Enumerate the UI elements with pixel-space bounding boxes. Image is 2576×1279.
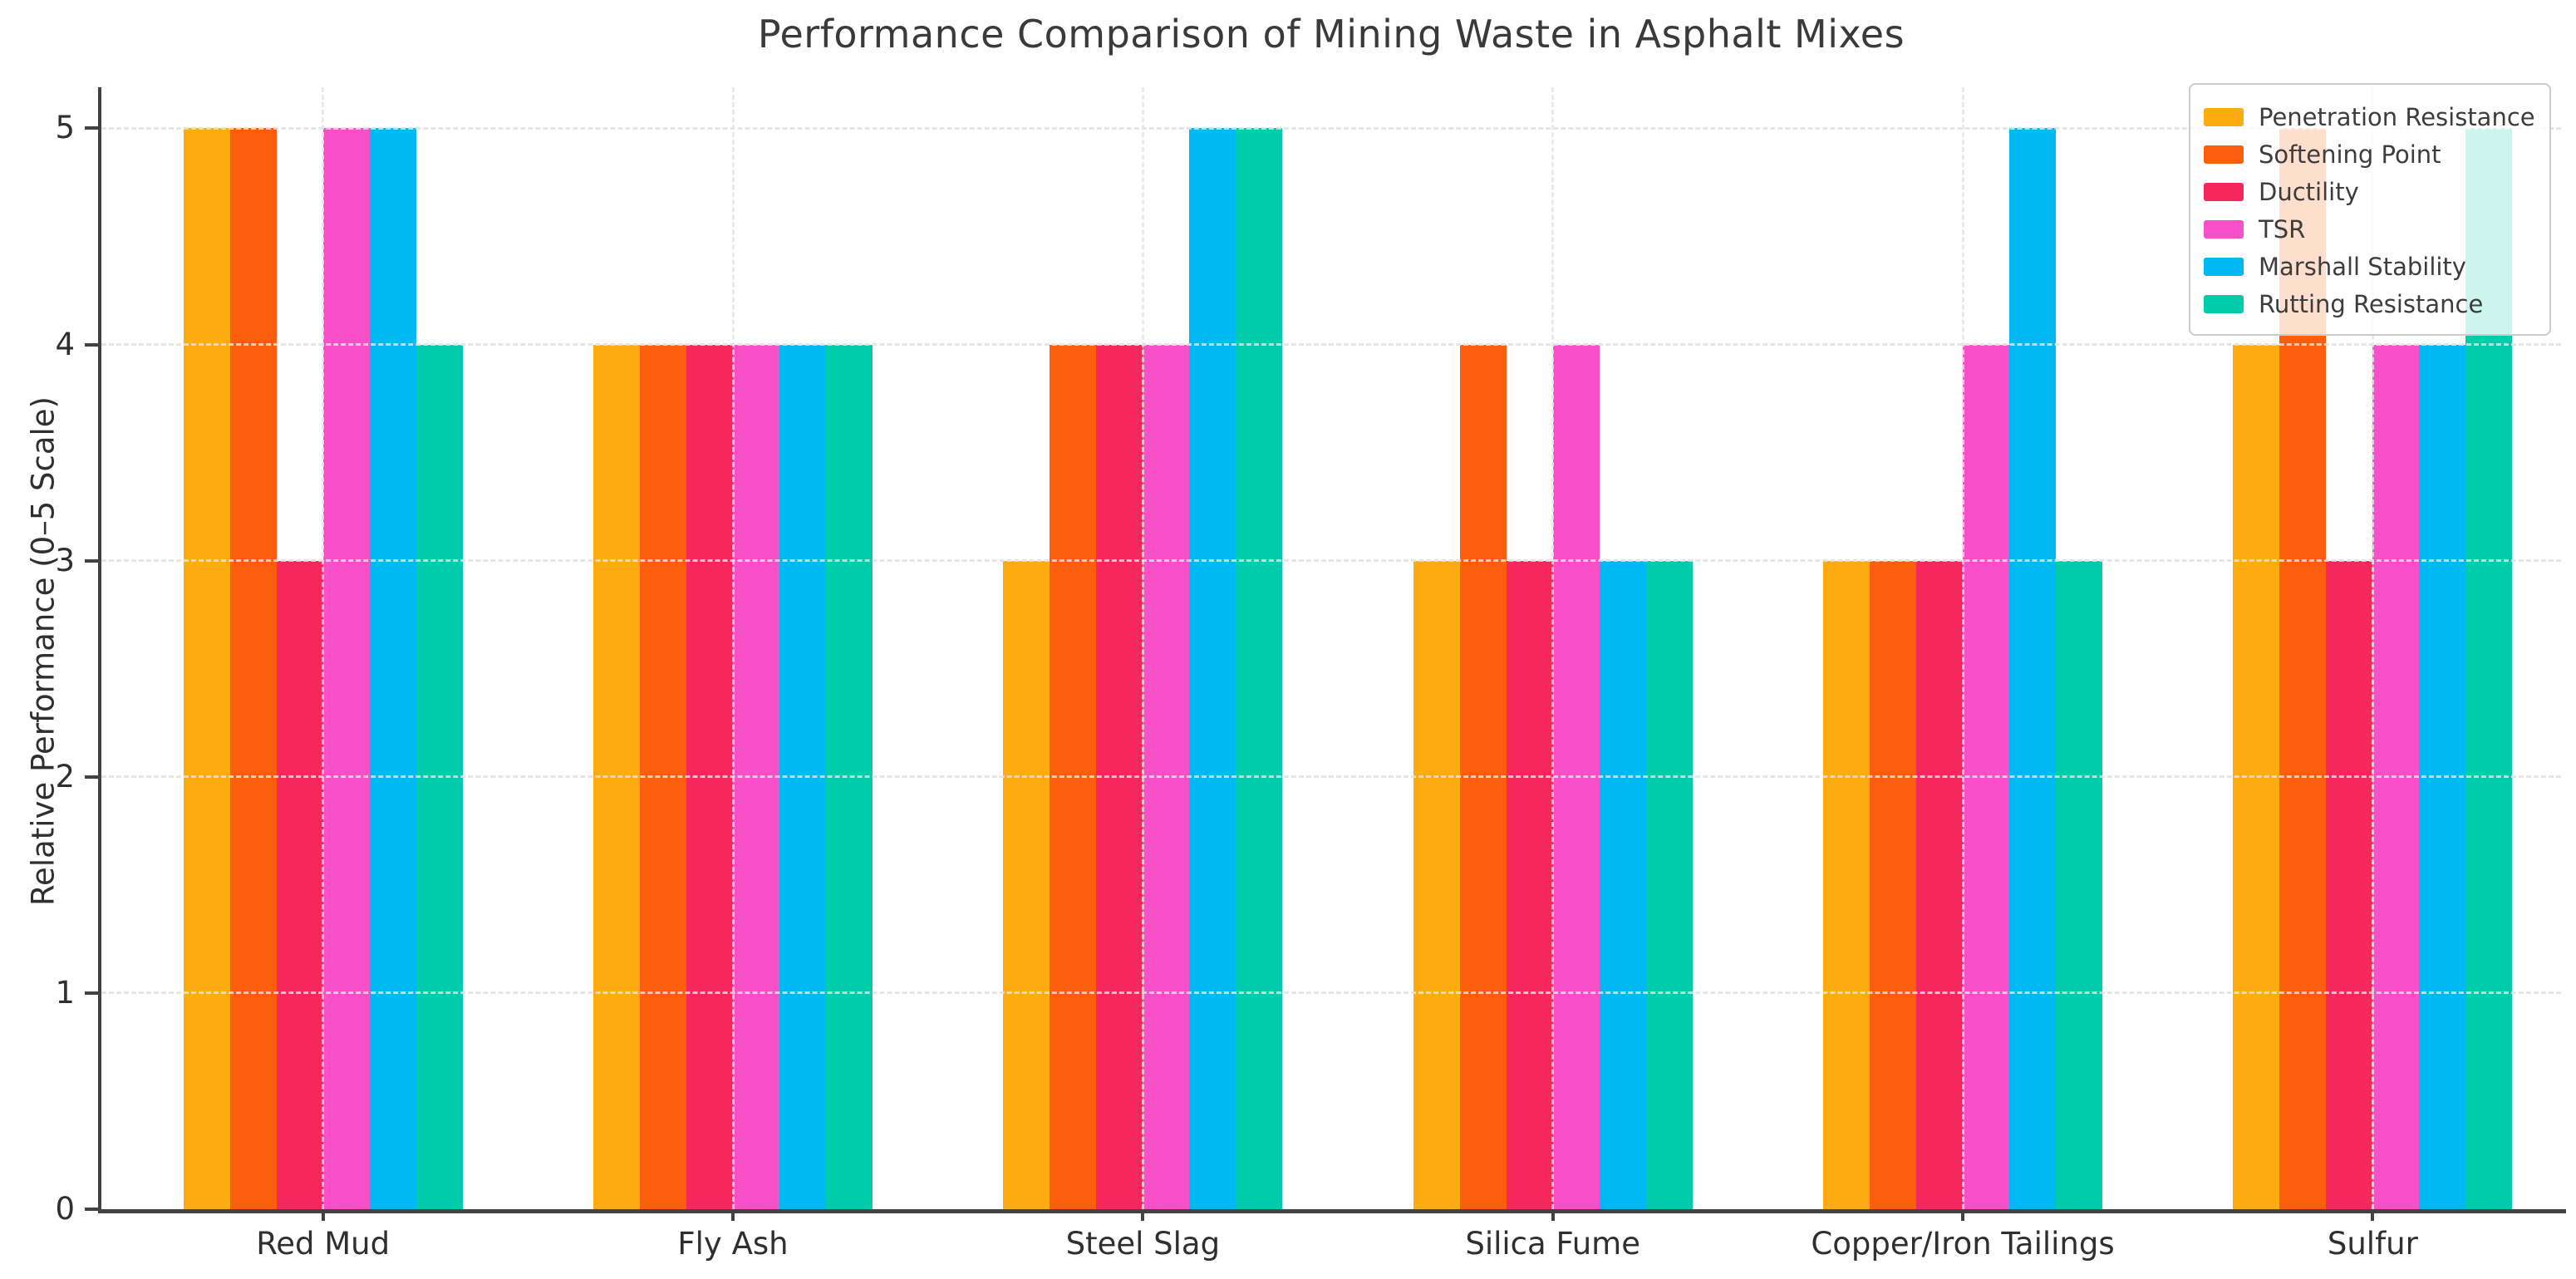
legend-label: Marshall Stability: [2259, 252, 2466, 281]
bar: [1236, 128, 1283, 1209]
h-gridline: [101, 559, 2561, 563]
bar: [2233, 345, 2280, 1209]
y-tick-mark: [85, 991, 98, 995]
bar: [276, 561, 323, 1209]
x-tick-mark: [1141, 1209, 1145, 1221]
legend: Penetration Resistance Softening Point Duc…: [2189, 83, 2551, 336]
x-tick-label: Red Mud: [256, 1226, 391, 1262]
x-tick-mark: [321, 1209, 325, 1221]
y-axis-label: Relative Performance (0–5 Scale): [25, 396, 61, 906]
bar: [1916, 561, 1963, 1209]
bar-group: [593, 345, 873, 1209]
x-tick-mark: [1961, 1209, 1964, 1221]
bar: [593, 345, 640, 1209]
legend-label: Softening Point: [2259, 140, 2441, 169]
h-gridline: [101, 991, 2561, 995]
bar: [1645, 561, 1693, 1209]
bar: [1003, 561, 1050, 1209]
legend-item: Penetration Resistance: [2204, 98, 2535, 135]
bar: [1506, 561, 1553, 1209]
legend-swatch: [2204, 107, 2244, 126]
bar: [1413, 561, 1460, 1209]
legend-item: Rutting Resistance: [2204, 285, 2534, 322]
bar-group: [183, 128, 463, 1209]
y-tick-label: 4: [55, 326, 75, 362]
x-tick-label: Copper/Iron Tailings: [1811, 1226, 2115, 1262]
bar: [183, 128, 230, 1209]
bar: [415, 345, 463, 1209]
bar: [686, 345, 733, 1209]
bar: [779, 345, 826, 1209]
chart-title: Performance Comparison of Mining Waste i…: [757, 12, 1905, 57]
bar: [1552, 345, 1600, 1209]
bar: [2419, 345, 2466, 1209]
legend-item: Softening Point: [2204, 135, 2534, 173]
x-tick-mark: [2371, 1209, 2375, 1221]
bar: [1963, 345, 2009, 1209]
legend-swatch: [2204, 294, 2244, 313]
plot-area: [98, 87, 2566, 1213]
x-tick-label: Silica Fume: [1465, 1226, 1640, 1262]
y-tick-mark: [85, 775, 98, 779]
bar: [1096, 345, 1143, 1209]
legend-swatch: [2204, 182, 2244, 201]
bar: [1143, 345, 1190, 1209]
bar: [1189, 128, 1236, 1209]
y-tick-label: 1: [55, 974, 75, 1011]
x-tick-label: Steel Slag: [1065, 1226, 1221, 1262]
x-tick-mark: [731, 1209, 735, 1221]
bar-group: [1823, 128, 2102, 1209]
legend-label: Ductility: [2259, 177, 2359, 206]
bar: [2009, 128, 2056, 1209]
y-tick-label: 2: [55, 758, 75, 794]
bar: [640, 345, 686, 1209]
y-tick-mark: [85, 342, 98, 347]
bar: [1050, 345, 1097, 1209]
legend-item: TSR: [2204, 210, 2534, 248]
legend-swatch: [2204, 257, 2244, 276]
bar: [1459, 345, 1507, 1209]
y-tick-label: 5: [55, 110, 75, 146]
bar: [2326, 561, 2373, 1209]
h-gridline: [101, 343, 2561, 347]
x-tick-mark: [1551, 1209, 1555, 1221]
bar: [1870, 561, 1916, 1209]
h-gridline: [101, 775, 2561, 779]
bar: [1823, 561, 1870, 1209]
bar: [369, 128, 416, 1209]
y-tick-mark: [85, 126, 98, 130]
bar: [1599, 561, 1646, 1209]
y-tick-label: 0: [55, 1191, 75, 1227]
bar-group: [1003, 128, 1283, 1209]
y-tick-label: 3: [55, 542, 75, 578]
y-axis-line: [98, 87, 101, 1209]
x-tick-label: Fly Ash: [677, 1226, 789, 1262]
bar: [229, 128, 277, 1209]
bar: [826, 345, 873, 1209]
legend-item: Marshall Stability: [2204, 248, 2534, 285]
x-tick-label: Sulfur: [2327, 1226, 2418, 1262]
legend-label: TSR: [2259, 214, 2306, 244]
y-tick-mark: [85, 1208, 98, 1211]
bar: [2056, 561, 2102, 1209]
bar: [322, 128, 370, 1209]
legend-item: Ductility: [2204, 173, 2534, 210]
bar: [2372, 345, 2420, 1209]
legend-label: Penetration Resistance: [2259, 102, 2535, 131]
legend-label: Rutting Resistance: [2259, 289, 2484, 318]
legend-swatch: [2204, 145, 2244, 164]
bar: [733, 345, 779, 1209]
bar-group: [1413, 345, 1693, 1209]
legend-swatch: [2204, 219, 2244, 239]
x-axis-line: [98, 1209, 2566, 1213]
y-tick-mark: [85, 558, 98, 563]
